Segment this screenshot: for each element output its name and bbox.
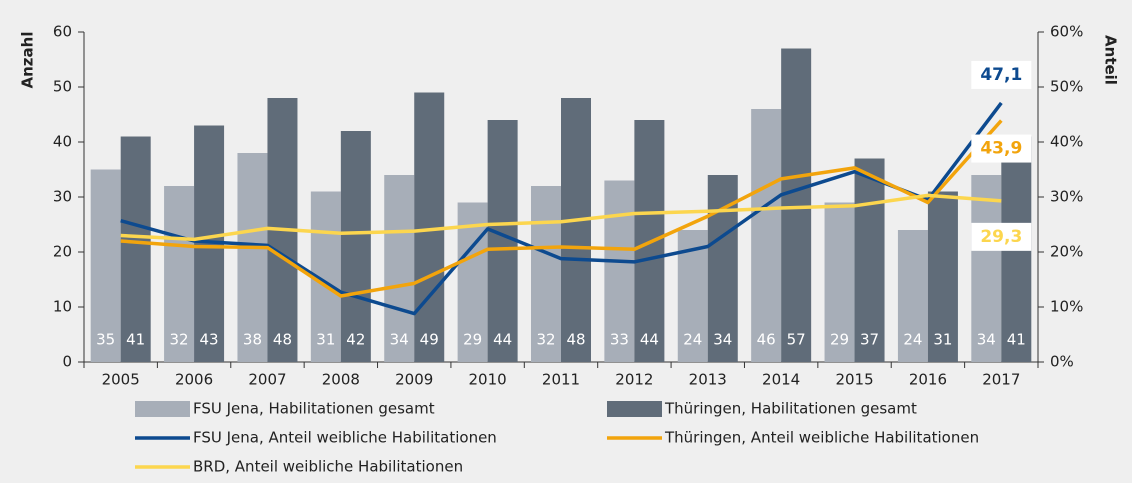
y2-tick-label: 60% <box>1050 23 1083 41</box>
bar <box>531 186 561 362</box>
bar-label: 49 <box>420 331 439 349</box>
bar <box>561 98 591 362</box>
x-tick-label: 2013 <box>689 371 727 389</box>
legend-label: Thüringen, Habilitationen gesamt <box>664 400 917 418</box>
bar-label: 48 <box>566 331 585 349</box>
bar <box>340 131 371 362</box>
bar <box>384 175 415 362</box>
bar <box>971 175 1002 362</box>
bar <box>824 202 855 362</box>
line <box>120 119 1003 298</box>
y2-tick-label: 20% <box>1050 243 1083 261</box>
value-label-box <box>971 60 1032 89</box>
value-label-box <box>971 222 1032 251</box>
bar <box>164 186 195 362</box>
bar-label: 34 <box>713 331 732 349</box>
value-label-box <box>971 134 1032 163</box>
bar-label: 32 <box>170 331 189 349</box>
bar-label: 31 <box>316 331 335 349</box>
y2-tick-label: 10% <box>1050 298 1083 316</box>
y-axis-title: Anzahl <box>19 32 37 89</box>
x-tick-label: 2017 <box>982 371 1020 389</box>
bar-label: 48 <box>273 331 292 349</box>
bar <box>90 169 121 362</box>
bar-label: 44 <box>493 331 512 349</box>
legend-label: Thüringen, Anteil weibliche Habilitation… <box>664 429 979 447</box>
y-tick-label: 30 <box>53 188 72 206</box>
y2-axis-title: Anteil <box>1102 35 1120 85</box>
bar-label: 57 <box>787 331 806 349</box>
bar <box>604 180 635 362</box>
x-tick-label: 2014 <box>762 371 800 389</box>
bar-label: 41 <box>126 331 145 349</box>
bar-label: 29 <box>830 331 849 349</box>
legend-swatch <box>135 401 190 417</box>
bar <box>781 48 812 362</box>
value-label: 43,9 <box>980 139 1022 159</box>
value-label: 29,3 <box>980 227 1022 247</box>
x-tick-label: 2008 <box>322 371 360 389</box>
bar-label: 29 <box>463 331 482 349</box>
x-tick-label: 2006 <box>175 371 213 389</box>
legend-label: BRD, Anteil weibliche Habilitationen <box>193 458 463 476</box>
bar <box>487 120 518 362</box>
y-tick-label: 10 <box>53 298 72 316</box>
bar-label: 31 <box>933 331 952 349</box>
legend-label: FSU Jena, Habilitationen gesamt <box>193 400 435 418</box>
x-tick-label: 2016 <box>909 371 947 389</box>
bar-label: 43 <box>200 331 219 349</box>
bar-label: 42 <box>346 331 365 349</box>
x-tick-label: 2009 <box>395 371 433 389</box>
bar <box>854 158 885 362</box>
x-tick-label: 2005 <box>102 371 140 389</box>
bar <box>927 191 958 362</box>
legend-label: FSU Jena, Anteil weibliche Habilitatione… <box>193 429 497 447</box>
y2-tick-label: 0% <box>1050 353 1074 371</box>
bar-label: 37 <box>860 331 879 349</box>
legend-swatch <box>607 401 662 417</box>
bar-label: 33 <box>610 331 629 349</box>
x-tick-label: 2010 <box>469 371 507 389</box>
y-tick-label: 50 <box>53 78 72 96</box>
x-tick-label: 2007 <box>248 371 286 389</box>
bar-label: 24 <box>903 331 922 349</box>
bar-label: 34 <box>977 331 996 349</box>
bar <box>120 136 151 362</box>
y-tick-label: 40 <box>53 133 72 151</box>
bar-label: 34 <box>390 331 409 349</box>
bar-label: 46 <box>757 331 776 349</box>
y-tick-label: 0 <box>62 353 72 371</box>
bar <box>237 153 268 362</box>
bar-label: 24 <box>683 331 702 349</box>
bar <box>751 109 782 362</box>
bar <box>897 230 928 362</box>
bar-label: 35 <box>96 331 115 349</box>
x-tick-label: 2015 <box>835 371 873 389</box>
x-tick-label: 2011 <box>542 371 580 389</box>
y-tick-label: 60 <box>53 23 72 41</box>
line <box>120 101 1003 316</box>
bar <box>457 202 488 362</box>
bar-label: 38 <box>243 331 262 349</box>
y2-tick-label: 50% <box>1050 78 1083 96</box>
value-label: 47,1 <box>980 65 1022 85</box>
line <box>120 193 1002 242</box>
bar-label: 41 <box>1007 331 1026 349</box>
bar-label: 32 <box>536 331 555 349</box>
y2-tick-label: 30% <box>1050 188 1083 206</box>
bar <box>707 175 738 362</box>
y-tick-label: 20 <box>53 243 72 261</box>
x-tick-label: 2012 <box>615 371 653 389</box>
bar-label: 44 <box>640 331 659 349</box>
y2-tick-label: 40% <box>1050 133 1083 151</box>
